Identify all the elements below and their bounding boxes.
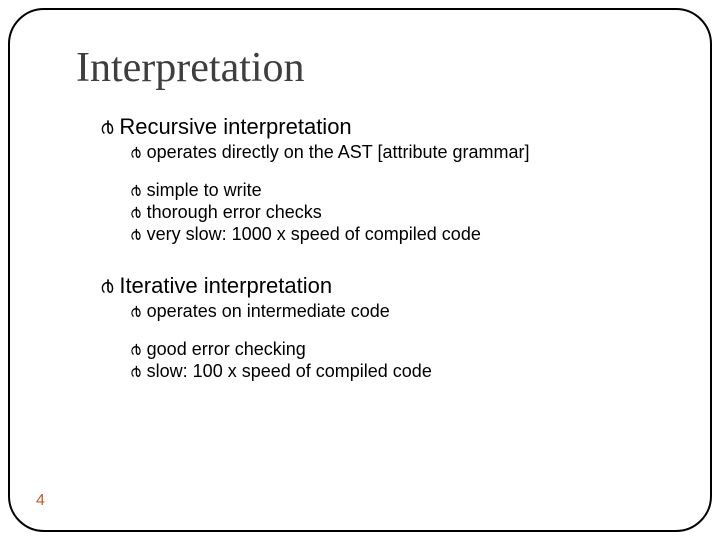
bullet-icon: ൪ [130, 342, 141, 360]
bullet-recursive-sub2: ൪ simple to write [130, 180, 662, 201]
spacer [100, 322, 662, 338]
bullet-recursive-sub3: ൪ thorough error checks [130, 202, 662, 223]
spacer [100, 245, 662, 265]
bullet-iterative-sub2: ൪ good error checking [130, 339, 662, 360]
bullet-icon: ൪ [130, 227, 141, 245]
text: operates directly on the AST [attribute … [147, 142, 530, 163]
slide-frame: Interpretation ൪ Recursive interpretatio… [8, 8, 712, 532]
slide-content: ൪ Recursive interpretation ൪ operates di… [100, 114, 662, 382]
text: Recursive interpretation [119, 114, 351, 140]
bullet-icon: ൪ [130, 183, 141, 201]
page-number: 4 [36, 492, 45, 510]
bullet-icon: ൪ [130, 304, 141, 322]
text: thorough error checks [147, 202, 322, 223]
bullet-icon: ൪ [100, 276, 113, 299]
text: very slow: 1000 x speed of compiled code [147, 224, 481, 245]
bullet-recursive-sub4: ൪ very slow: 1000 x speed of compiled co… [130, 224, 662, 245]
bullet-recursive-heading: ൪ Recursive interpretation [100, 114, 662, 140]
bullet-iterative-sub1: ൪ operates on intermediate code [130, 301, 662, 322]
text: simple to write [147, 180, 262, 201]
bullet-icon: ൪ [100, 117, 113, 140]
text: Iterative interpretation [119, 273, 332, 299]
text: operates on intermediate code [147, 301, 390, 322]
bullet-icon: ൪ [130, 205, 141, 223]
bullet-recursive-sub1: ൪ operates directly on the AST [attribut… [130, 142, 662, 163]
bullet-iterative-sub3: ൪ slow: 100 x speed of compiled code [130, 361, 662, 382]
bullet-icon: ൪ [130, 145, 141, 163]
text: good error checking [147, 339, 306, 360]
spacer [100, 163, 662, 179]
text: slow: 100 x speed of compiled code [147, 361, 432, 382]
slide-title: Interpretation [76, 44, 662, 92]
bullet-icon: ൪ [130, 364, 141, 382]
bullet-iterative-heading: ൪ Iterative interpretation [100, 273, 662, 299]
